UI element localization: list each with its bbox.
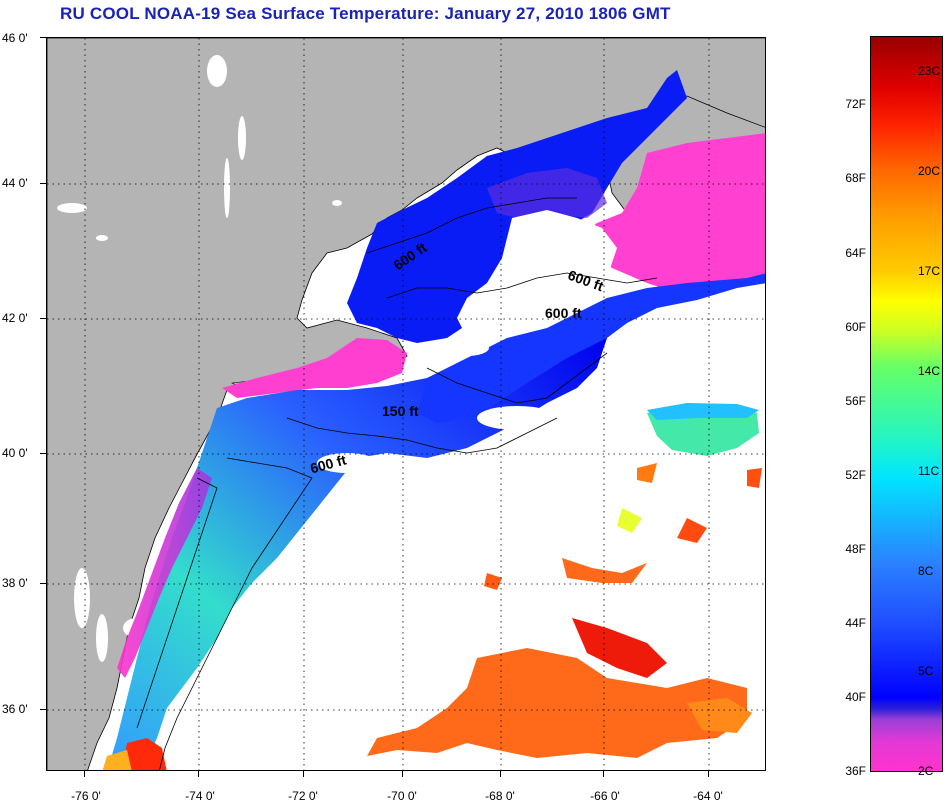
sst-shelf-water bbox=[107, 338, 607, 770]
lon-label-64: -64 0' bbox=[693, 789, 723, 803]
colorbar-f-40: 40F bbox=[845, 690, 866, 704]
cloud-blobs bbox=[317, 210, 617, 473]
colorbar-c-14: 14C bbox=[918, 364, 941, 378]
colorbar-f-64: 64F bbox=[845, 246, 866, 260]
sst-offshore-blue bbox=[417, 273, 765, 423]
sst-violet-band bbox=[487, 168, 607, 218]
lon-label-76: -76 0' bbox=[71, 789, 101, 803]
lat-label-40: 40 0' bbox=[2, 446, 28, 460]
sst-hatteras-orange bbox=[102, 750, 132, 770]
lat-label-38: 38 0' bbox=[2, 576, 28, 590]
colorbar-f-56: 56F bbox=[845, 394, 866, 408]
colorbar-c-23: 23C bbox=[918, 64, 941, 78]
sst-cold-midatlantic-nearshore bbox=[117, 468, 212, 678]
colorbar-f-68: 68F bbox=[845, 171, 866, 185]
temperature-colorbar bbox=[870, 36, 943, 772]
colorbar-c-5: 5C bbox=[918, 664, 934, 678]
graticule bbox=[47, 38, 765, 770]
lon-label-72: -72 0' bbox=[288, 789, 318, 803]
lon-label-74: -74 0' bbox=[185, 789, 215, 803]
colorbar-f-52: 52F bbox=[845, 468, 866, 482]
colorbar-c-8: 8C bbox=[918, 564, 934, 578]
sst-cold-gulf-stlawrence bbox=[577, 133, 765, 293]
bathymetry-contours bbox=[136, 197, 658, 770]
lon-label-68: -68 0' bbox=[485, 789, 515, 803]
sst-cold-cape-cod bbox=[222, 338, 407, 398]
colorbar-c-11: 11C bbox=[918, 464, 940, 478]
lon-label-66: -66 0' bbox=[590, 789, 620, 803]
map-title: RU COOL NOAA-19 Sea Surface Temperature:… bbox=[60, 4, 671, 23]
colorbar-f-72: 72F bbox=[845, 97, 866, 111]
lat-label-42: 42 0' bbox=[2, 311, 28, 325]
colorbar-f-60: 60F bbox=[845, 320, 866, 334]
colorbar-c-20: 20C bbox=[918, 164, 941, 178]
colorbar-f-36: 36F bbox=[845, 764, 866, 778]
colorbar-gradient bbox=[870, 36, 943, 772]
colorbar-f-48: 48F bbox=[845, 542, 866, 556]
sst-cyan-streak bbox=[647, 403, 759, 420]
lat-label-44: 44 0' bbox=[2, 176, 28, 190]
colorbar-c-2: 2C bbox=[918, 764, 934, 778]
lat-label-36: 36 0' bbox=[2, 702, 28, 716]
contour-label-150: 150 ft bbox=[382, 403, 419, 419]
contour-label-gb-600: 600 ft bbox=[545, 305, 582, 321]
sst-map-canvas: 600 ft 600 ft 600 ft 150 ft 600 ft bbox=[47, 38, 765, 770]
colorbar-f-44: 44F bbox=[845, 616, 866, 630]
lat-label-46: 46 0' bbox=[2, 31, 28, 45]
sst-gulf-stream-patches bbox=[367, 463, 762, 758]
colorbar-c-17: 17C bbox=[918, 264, 941, 278]
sst-map[interactable]: 600 ft 600 ft 600 ft 150 ft 600 ft bbox=[46, 37, 766, 771]
lon-label-70: -70 0' bbox=[387, 789, 417, 803]
sst-hatteras-warm bbox=[122, 738, 167, 770]
